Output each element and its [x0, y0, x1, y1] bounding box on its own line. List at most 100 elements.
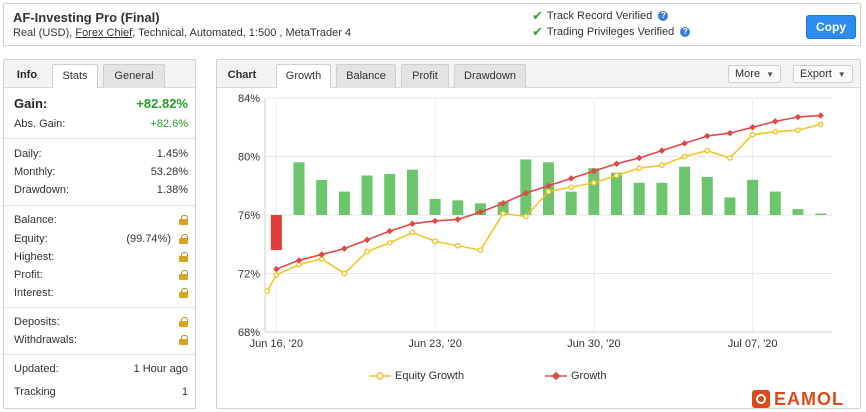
growth-point [704, 132, 711, 140]
profit-bar [452, 200, 464, 215]
y-tick-label: 76% [238, 210, 260, 222]
interest-row: Interest: [14, 287, 188, 299]
tab-general[interactable]: General [103, 64, 165, 88]
x-tick-label: Jun 16, '20 [250, 338, 303, 350]
equity-growth-point [681, 153, 688, 160]
equity-growth-point [727, 155, 733, 161]
profit-row: Profit: [14, 269, 188, 281]
equity-growth-point [386, 239, 393, 246]
gain-value: +82.82% [136, 96, 188, 111]
profit-bar [679, 166, 691, 215]
chart-bars [270, 159, 827, 251]
withdrawals-label: Withdrawals: [14, 334, 77, 346]
account-subtitle: Real (USD), Forex Chief, Technical, Auto… [13, 27, 351, 39]
profit-bar [316, 179, 328, 215]
profit-bar [361, 175, 373, 215]
divider [4, 354, 195, 355]
help-icon[interactable]: ? [680, 27, 691, 37]
balance-label: Balance: [14, 214, 57, 226]
legend-equity-growth[interactable]: Equity Growth [369, 370, 464, 382]
growth-point [273, 265, 280, 273]
daily-label: Daily: [14, 148, 42, 160]
growth-point [613, 160, 620, 168]
deposits-label: Deposits: [14, 316, 60, 328]
equity-growth-point [659, 162, 665, 169]
growth-point [431, 217, 439, 225]
track-record-label: Track Record Verified [546, 10, 653, 22]
caret-down-icon: ▼ [837, 70, 846, 79]
divider [4, 307, 195, 308]
y-tick-label: 84% [238, 93, 260, 105]
x-tick-label: Jun 23, '20 [408, 338, 461, 350]
tracking-row: Tracking 1 [14, 386, 188, 398]
withdrawals-row: Withdrawals: [14, 334, 188, 346]
check-icon: ✔ [532, 8, 543, 23]
interest-label: Interest: [14, 287, 54, 299]
profit-bar [769, 191, 781, 215]
chart-axes: 84% 80% 76% 72% 68%Jun 16, '20 Jun 23, '20 Jun… [238, 93, 832, 350]
x-tick-label: Jul 07, '20 [728, 338, 778, 350]
lock-icon [179, 317, 188, 327]
daily-row: Daily: 1.45% [14, 148, 188, 160]
equity-growth-point [795, 127, 801, 134]
profit-bar [588, 168, 600, 215]
y-tick-label: 72% [238, 269, 260, 281]
gain-label: Gain: [14, 96, 48, 111]
updated-value: 1 Hour ago [133, 363, 188, 375]
equity-growth-line [266, 123, 821, 292]
equity-growth-point [432, 238, 438, 245]
abs-gain-value: +82.6% [150, 118, 188, 130]
account-header: AF-Investing Pro (Final) Real (USD), For… [3, 3, 861, 46]
growth-point [794, 113, 802, 121]
profit-bar [815, 213, 827, 215]
equity-growth-point [545, 188, 552, 195]
growth-point [522, 189, 530, 197]
balance-row: Balance: [14, 214, 188, 226]
profit-bar [338, 191, 350, 215]
legend-growth[interactable]: Growth [545, 370, 606, 382]
equity-growth-point [636, 165, 643, 172]
profit-bar [701, 176, 713, 215]
lock-icon [179, 288, 188, 298]
profit-bar [611, 172, 623, 215]
growth-point [477, 208, 484, 216]
tab-info[interactable]: Info [16, 69, 38, 81]
tab-growth[interactable]: Growth [276, 64, 331, 88]
legend-growth-swatch [545, 371, 567, 381]
export-dropdown[interactable]: Export ▼ [793, 65, 853, 83]
profit-bar [293, 162, 305, 215]
equity-value: (99.74%) [126, 233, 171, 245]
eamol-logo-icon [752, 390, 770, 408]
growth-point [499, 200, 507, 207]
equity-growth-point [772, 128, 779, 135]
growth-point [681, 140, 688, 147]
monthly-value: 53.28% [150, 166, 188, 178]
more-dropdown[interactable]: More ▼ [728, 65, 781, 83]
growth-point [749, 123, 756, 131]
tab-stats[interactable]: Stats [52, 64, 98, 88]
daily-value: 1.45% [156, 148, 188, 160]
y-tick-label: 80% [238, 152, 260, 164]
growth-point [295, 257, 303, 264]
equity-growth-point [704, 147, 711, 154]
abs-gain-row: Abs. Gain: +82.6% [14, 118, 188, 130]
profit-bar [792, 209, 804, 215]
help-icon[interactable]: ? [658, 11, 669, 21]
tab-balance[interactable]: Balance [336, 64, 396, 88]
growth-point [454, 216, 462, 223]
tab-profit[interactable]: Profit [401, 64, 449, 88]
tracking-value: 1 [181, 386, 188, 398]
copy-button[interactable]: Copy [806, 15, 856, 39]
highest-label: Highest: [14, 251, 55, 263]
profit-bar [565, 191, 577, 215]
broker-link[interactable]: Forex Chief [75, 27, 133, 39]
lock-icon [179, 252, 188, 262]
profit-bar [633, 182, 645, 215]
updated-row: Updated: 1 Hour ago [14, 363, 188, 375]
eamol-logo-text: EAMOL [774, 388, 844, 409]
equity-growth-point [409, 229, 416, 236]
profit-bar [384, 174, 396, 215]
tab-drawdown[interactable]: Drawdown [454, 64, 526, 88]
drawdown-value: 1.38% [156, 184, 188, 196]
highest-row: Highest: [14, 251, 188, 263]
